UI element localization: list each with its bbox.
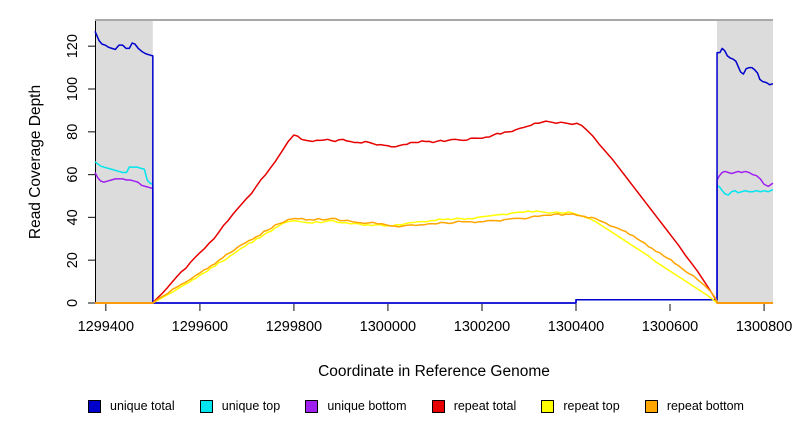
legend-item-repeat-top: repeat top xyxy=(541,398,620,413)
shaded-regions-layer xyxy=(95,19,773,303)
x-tick-label: 1299800 xyxy=(266,319,322,335)
series-line-unique-bottom xyxy=(94,170,774,304)
x-tick-label: 1299400 xyxy=(78,319,134,335)
x-tick-label: 1300400 xyxy=(548,319,604,335)
x-tick-label: 1300000 xyxy=(360,319,416,335)
legend-item-unique-top: unique top xyxy=(199,398,281,413)
y-tick-label: 20 xyxy=(65,252,81,268)
shaded-region xyxy=(95,21,153,303)
x-tick-label: 1300600 xyxy=(642,319,698,335)
x-axis-title: Coordinate in Reference Genome xyxy=(318,363,550,380)
legend-swatch-unique-bottom xyxy=(305,399,319,413)
legend-label: repeat bottom xyxy=(666,398,744,413)
legend-label: unique total xyxy=(110,398,175,413)
axes-layer: 1299400 1299600 1299800 1300000 1300200 13004… xyxy=(65,21,792,335)
legend-label: repeat top xyxy=(563,398,620,413)
x-tick-label: 1299600 xyxy=(172,319,228,335)
y-tick-label: 0 xyxy=(65,299,81,307)
series-layer xyxy=(94,30,774,304)
legend-swatch-repeat-top xyxy=(541,399,555,413)
y-tick-label: 120 xyxy=(65,34,81,58)
legend-item-unique-bottom: unique bottom xyxy=(305,398,407,413)
y-tick-label: 80 xyxy=(65,124,81,140)
legend-item-unique-total: unique total xyxy=(88,398,175,413)
legend: unique total unique top unique bottom re… xyxy=(88,397,744,415)
series-line-unique-total xyxy=(94,30,774,304)
y-tick-label: 100 xyxy=(65,77,81,101)
y-axis-title: Read Coverage Depth xyxy=(27,85,44,239)
legend-swatch-unique-total xyxy=(88,399,101,413)
x-tick-label: 1300200 xyxy=(454,319,510,335)
series-line-repeat-top xyxy=(95,210,773,304)
series-line-unique-top xyxy=(94,161,774,304)
legend-swatch-repeat-bottom xyxy=(644,399,658,413)
x-tick-label: 1300800 xyxy=(736,319,792,335)
series-line-repeat-total xyxy=(95,120,773,304)
legend-label: repeat total xyxy=(453,398,517,413)
legend-label: unique bottom xyxy=(327,398,407,413)
legend-label: unique top xyxy=(221,398,281,413)
legend-item-repeat-bottom: repeat bottom xyxy=(644,398,744,413)
legend-swatch-repeat-total xyxy=(431,399,445,413)
series-line-repeat-bottom xyxy=(95,212,773,304)
shaded-region xyxy=(717,21,773,303)
legend-swatch-unique-top xyxy=(199,399,213,413)
legend-item-repeat-total: repeat total xyxy=(431,398,517,413)
y-tick-label: 60 xyxy=(65,167,81,183)
y-tick-label: 40 xyxy=(65,209,81,225)
